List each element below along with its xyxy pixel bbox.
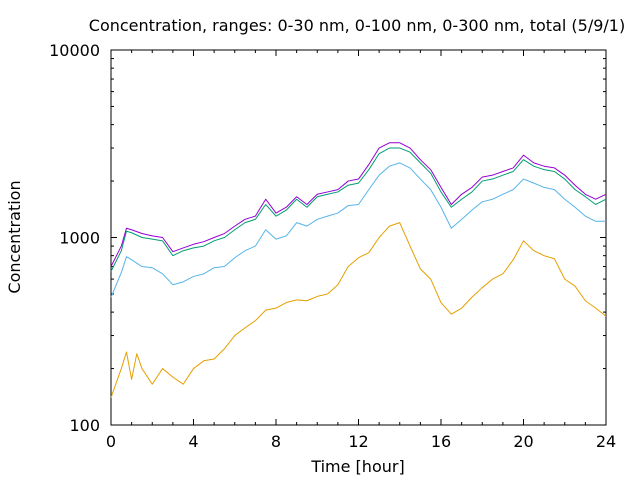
x-tick-label: 8 <box>271 432 281 451</box>
x-tick-label: 12 <box>348 432 368 451</box>
plot-frame <box>110 49 607 426</box>
x-tick-label: 0 <box>106 432 116 451</box>
chart-title: Concentration, ranges: 0-30 nm, 0-100 nm… <box>89 16 625 35</box>
x-axis-label: Time [hour] <box>310 457 404 476</box>
x-tick-label: 20 <box>513 432 533 451</box>
series-lines <box>110 142 607 398</box>
y-axis: 100 1000 10000 <box>49 41 606 435</box>
y-tick-label: 100 <box>69 416 100 435</box>
series-line-3 <box>110 147 607 272</box>
series-line-4 <box>110 142 607 267</box>
x-axis: 0 4 8 12 16 20 24 <box>106 50 616 451</box>
y-axis-label: Concentration <box>5 180 24 293</box>
x-tick-label: 16 <box>431 432 451 451</box>
y-tick-label: 10000 <box>49 41 100 60</box>
x-tick-label: 4 <box>188 432 198 451</box>
series-line-1 <box>110 222 607 398</box>
y-tick-label: 1000 <box>59 229 100 248</box>
x-tick-label: 24 <box>596 432 616 451</box>
series-line-2 <box>110 162 606 298</box>
